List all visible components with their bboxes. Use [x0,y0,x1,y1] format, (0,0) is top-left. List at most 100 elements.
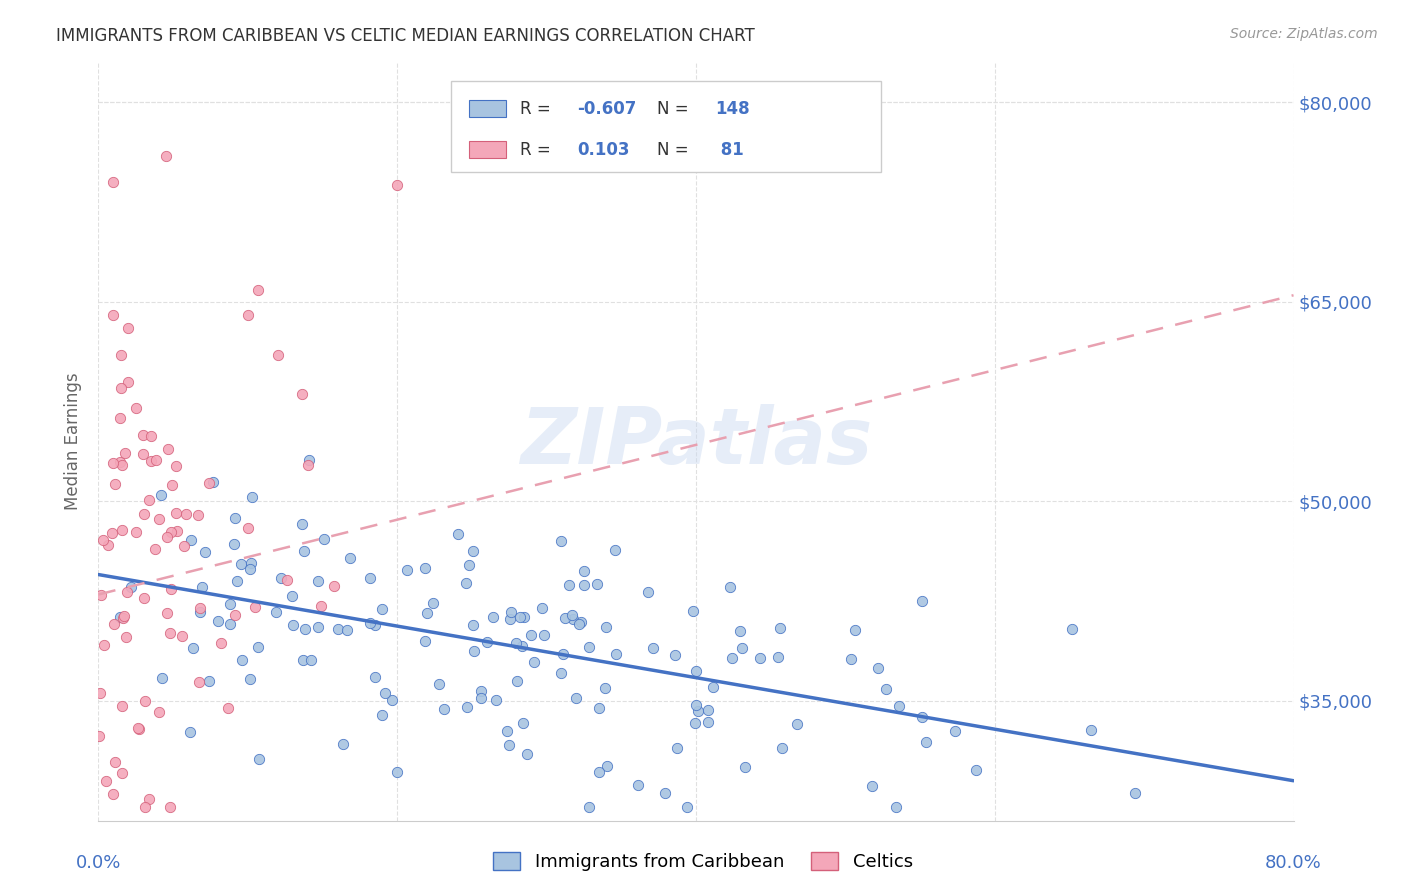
Point [370,708,392,723]
Point [578,640,600,654]
Point [531,600,554,615]
Point [125,525,148,540]
Point [697,715,720,730]
Point [561,612,583,626]
Point [475,635,498,649]
Point [139,429,162,443]
Point [501,606,523,620]
Point [245,600,267,615]
Text: ZIPatlas: ZIPatlas [520,403,872,480]
Point [145,453,167,467]
Point [314,532,336,546]
Point [197,476,219,491]
Point [561,607,583,622]
Point [110,610,132,624]
Point [280,589,302,603]
Point [915,734,938,748]
Point [588,764,610,779]
Point [413,561,436,575]
Point [240,490,263,504]
Point [239,562,262,576]
Point [461,544,484,558]
Point [381,692,404,706]
Point [180,533,202,548]
Point [188,600,211,615]
Point [89,686,111,700]
Point [155,148,177,162]
Point [371,602,394,616]
Point [156,530,179,544]
Point [143,541,166,556]
Point [132,428,155,442]
Point [294,622,316,636]
Point [696,703,718,717]
Point [363,670,385,684]
Text: N =: N = [658,141,695,159]
Point [103,308,125,322]
Point [173,539,195,553]
Point [512,715,534,730]
Point [572,578,595,592]
Text: Source: ZipAtlas.com: Source: ZipAtlas.com [1230,27,1378,41]
Point [299,653,322,667]
Point [159,524,181,539]
Point [165,459,187,474]
Point [572,564,595,578]
Point [721,651,744,665]
Point [482,610,505,624]
Point [115,584,138,599]
Point [569,615,592,629]
Point [150,671,173,685]
Point [108,455,131,469]
Point [786,717,808,731]
Point [190,580,212,594]
Point [207,614,229,628]
Point [236,308,259,322]
Point [643,640,665,655]
Point [114,445,136,459]
Point [270,571,292,585]
Point [226,574,249,589]
Point [359,616,381,631]
Point [595,620,617,634]
Point [111,699,134,714]
Point [495,723,517,738]
FancyBboxPatch shape [451,81,882,172]
Point [292,543,315,558]
Point [433,702,456,716]
Point [965,763,987,777]
Text: 80.0%: 80.0% [1265,854,1322,871]
Point [770,741,793,756]
Point [875,681,897,696]
Text: R =: R = [520,141,561,159]
Point [731,641,754,656]
Point [111,524,134,538]
Point [844,623,866,637]
Point [160,582,183,597]
Point [395,563,418,577]
Point [311,599,333,613]
Point [159,800,181,814]
Point [307,574,329,588]
Point [505,636,527,650]
Text: 0.0%: 0.0% [76,854,121,871]
Point [510,640,533,654]
Point [533,628,555,642]
FancyBboxPatch shape [470,141,506,158]
Point [134,693,156,707]
Point [187,508,209,522]
Point [246,640,269,654]
Point [422,596,444,610]
Point [323,579,346,593]
Point [190,606,212,620]
Point [664,648,686,662]
Point [336,624,359,638]
Point [523,655,546,669]
Point [117,375,139,389]
Point [685,716,707,731]
Point [1080,723,1102,737]
Point [246,283,269,297]
Y-axis label: Median Earnings: Median Earnings [65,373,83,510]
Point [637,584,659,599]
Point [326,622,349,636]
